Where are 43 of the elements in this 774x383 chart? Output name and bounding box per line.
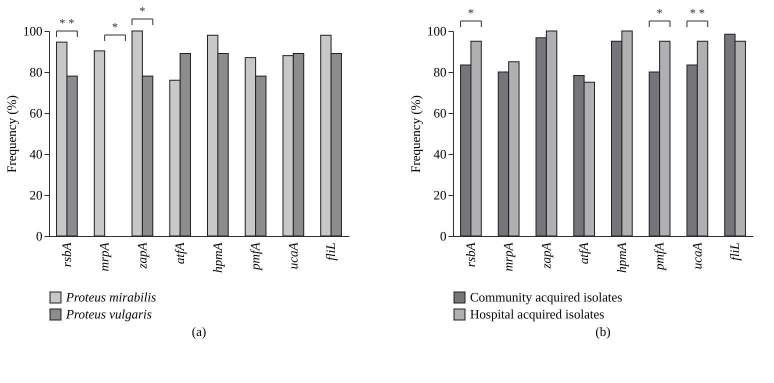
x-tick-label: rsbA <box>58 242 74 268</box>
x-tick-label: hpmA <box>210 242 225 273</box>
text: * <box>139 4 146 18</box>
y-tick-label: 60 <box>434 106 446 120</box>
x-tick-label: pmfA <box>248 242 263 271</box>
y-tick-label: 60 <box>30 106 42 120</box>
x-tick-label: zapA <box>134 242 150 270</box>
legend-label: Hospital acquired isolates <box>470 306 604 322</box>
y-tick-label: 0 <box>440 228 446 244</box>
y-tick-label: 40 <box>434 146 446 162</box>
x-tick-label: hpmA <box>614 242 629 273</box>
x-tick-label: zapA <box>538 242 554 270</box>
y-tick-label: 100 <box>23 24 42 38</box>
y-axis-title: Frequency (%) <box>4 95 19 173</box>
text: * * <box>690 6 705 20</box>
x-tick-label: fliL <box>323 242 338 261</box>
y-tick-label: 20 <box>434 188 446 202</box>
text: (a) <box>192 324 206 339</box>
y-axis-title: Frequency (%) <box>408 95 423 173</box>
legend-label: Proteus mirabilis <box>65 290 156 304</box>
x-tick-label: mrpA <box>500 242 516 272</box>
x-tick-label: ucaA <box>285 242 300 270</box>
x-tick-label: pmfA <box>652 242 667 271</box>
text: * <box>468 6 474 20</box>
text: * * <box>59 16 74 30</box>
y-tick-label: 80 <box>434 64 446 80</box>
y-tick-label: 40 <box>30 146 42 162</box>
legend-label: Community acquired isolates <box>470 290 622 304</box>
x-tick-label: mrpA <box>96 242 112 272</box>
legend-label: Proteus vulgaris <box>65 306 152 322</box>
x-tick-label: atfA <box>172 242 188 264</box>
y-tick-label: 100 <box>427 24 446 38</box>
annotation: * <box>112 20 118 34</box>
x-tick-label: fliL <box>727 242 742 261</box>
text: * <box>656 6 663 20</box>
y-tick-label: 20 <box>30 188 42 202</box>
x-tick-label: ucaA <box>689 242 704 270</box>
x-tick-label: rsbA <box>462 242 478 268</box>
bar <box>94 50 106 236</box>
x-tick-label: atfA <box>576 242 592 264</box>
text: (b) <box>595 324 611 339</box>
y-tick-label: 0 <box>36 228 42 244</box>
y-tick-label: 80 <box>30 64 42 80</box>
